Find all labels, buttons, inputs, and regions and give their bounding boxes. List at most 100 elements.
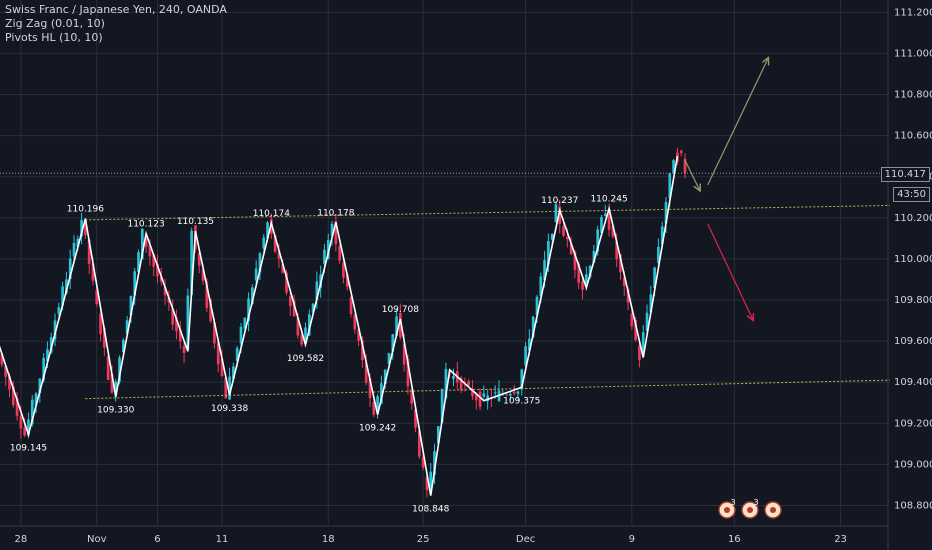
candle-body (140, 228, 144, 260)
event-flag-dot-icon (770, 507, 776, 513)
x-tick-label: 16 (728, 534, 741, 545)
candle-body (159, 276, 163, 282)
y-tick-label: 110.600 (894, 131, 932, 142)
candle-body (334, 221, 338, 245)
pivot-label: 109.582 (287, 354, 324, 364)
y-tick-label: 110.800 (894, 90, 932, 101)
x-tick-label: 23 (834, 534, 847, 545)
candle-body (182, 346, 186, 353)
candle-body (338, 245, 341, 261)
candle-body (509, 394, 512, 396)
candle-body (137, 252, 140, 272)
candle-body (679, 150, 683, 153)
candle-body (87, 239, 91, 264)
projection-arrows (684, 58, 768, 321)
candle-body (266, 222, 269, 239)
candle-body (493, 392, 497, 394)
candle-body (15, 397, 19, 416)
candle-body (0, 353, 4, 365)
candle-body (296, 318, 300, 336)
x-tick-label: 11 (216, 534, 229, 545)
candle-body (364, 362, 368, 383)
candle-body (672, 160, 675, 173)
candle-body (566, 237, 569, 240)
grid (0, 0, 888, 526)
last-price-tag: 110.417 (880, 167, 930, 182)
candle-body (592, 250, 596, 263)
candle-body (205, 281, 209, 308)
x-tick-label: 18 (322, 534, 335, 545)
x-tick-label: 6 (154, 534, 160, 545)
candle-body (144, 237, 148, 247)
pivot-label: 108.848 (412, 505, 449, 515)
y-tick-label: 110.000 (894, 254, 932, 265)
candle-body (99, 313, 102, 335)
pivots-indicator-label[interactable]: Pivots HL (10, 10) (5, 31, 103, 44)
candle-body (626, 289, 630, 303)
candle-body (444, 369, 448, 399)
candle-body (11, 386, 15, 406)
candle-body (110, 373, 114, 393)
candle-body (562, 226, 565, 236)
candle-body (133, 271, 137, 296)
pivot-label: 110.178 (317, 208, 354, 218)
candle-body (4, 366, 8, 377)
candle-body (311, 303, 315, 313)
pivot-label: 110.237 (541, 196, 578, 206)
candle-body (27, 419, 30, 436)
candle-body (683, 158, 687, 174)
y-tick-label: 109.200 (894, 418, 932, 429)
candle-body (213, 322, 216, 344)
candle-body (118, 357, 121, 382)
candle-body (281, 264, 285, 273)
candle-body (425, 476, 429, 491)
zigzag-indicator-label[interactable]: Zig Zag (0.01, 10) (5, 17, 105, 30)
candle-body (478, 391, 482, 407)
candle-body (201, 269, 205, 281)
candle-body (668, 173, 672, 199)
symbol-title[interactable]: Swiss Franc / Japanese Yen, 240, OANDA (5, 3, 227, 16)
candle-body (584, 274, 588, 287)
candle-body (209, 299, 212, 322)
candle-body (421, 457, 425, 468)
candle-body (23, 427, 26, 436)
chart-legend: Swiss Franc / Japanese Yen, 240, OANDA Z… (5, 3, 227, 45)
x-tick-label: 9 (629, 534, 635, 545)
pivot-label: 110.196 (67, 205, 104, 215)
candle-body (34, 393, 38, 406)
candle-body (258, 253, 262, 273)
candle-body (380, 383, 383, 404)
candle-body (224, 377, 228, 399)
candle-body (607, 209, 611, 230)
x-tick-label: Nov (87, 534, 107, 545)
candle-body (53, 320, 57, 340)
candle-body (95, 289, 99, 304)
candle-body (554, 204, 558, 223)
candle-body (84, 221, 87, 236)
pivot-label: 109.375 (503, 396, 540, 406)
candle-body (228, 376, 231, 400)
candle-body (49, 337, 53, 353)
candle-body (569, 243, 573, 255)
projection-arrow (684, 160, 700, 191)
candle-body (467, 381, 470, 386)
candle-body (512, 391, 516, 394)
candle-body (634, 319, 637, 341)
candle-body (505, 394, 508, 396)
candle-body (581, 281, 584, 290)
candle-body (292, 300, 296, 317)
y-tick-label: 110.200 (894, 213, 932, 224)
candle-body (349, 297, 353, 315)
candle-body (76, 238, 80, 247)
x-tick-label: 28 (15, 534, 28, 545)
y-tick-label: 109.800 (894, 295, 932, 306)
candle-body (622, 277, 626, 287)
candle-body (197, 253, 201, 266)
candle-body (414, 409, 417, 428)
candle-body (596, 229, 600, 252)
candle-body (619, 254, 622, 273)
candle-body (459, 377, 463, 390)
candle-body (114, 381, 118, 397)
